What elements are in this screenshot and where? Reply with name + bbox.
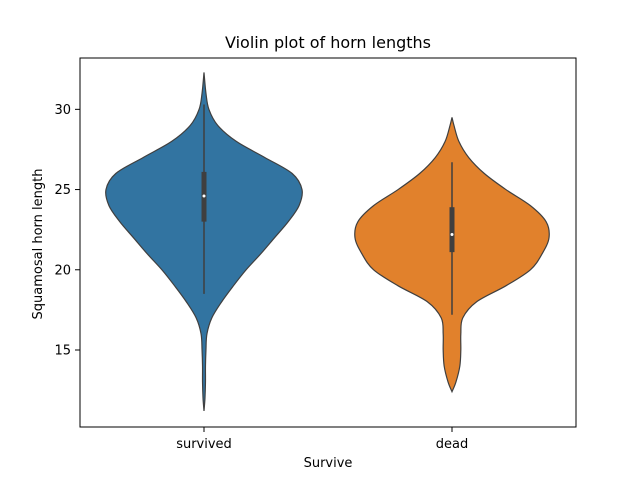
median-dead — [450, 232, 454, 236]
x-axis-label: Survive — [304, 456, 353, 471]
y-tick-label-25: 25 — [54, 183, 71, 198]
plot-area: 15 20 25 30 survived dead — [54, 57, 577, 452]
chart-title: Violin plot of horn lengths — [225, 33, 431, 52]
plot-frame — [79, 57, 577, 428]
y-tick-label-30: 30 — [54, 103, 71, 118]
y-tick-label-15: 15 — [54, 343, 71, 358]
x-tick-label-dead: dead — [436, 437, 468, 452]
y-axis-label: Squamosal horn length — [31, 169, 46, 320]
iqr-box-dead — [449, 207, 455, 253]
x-tick-label-survived: survived — [176, 437, 232, 452]
median-survived — [202, 194, 206, 198]
y-tick-label-20: 20 — [54, 263, 71, 278]
